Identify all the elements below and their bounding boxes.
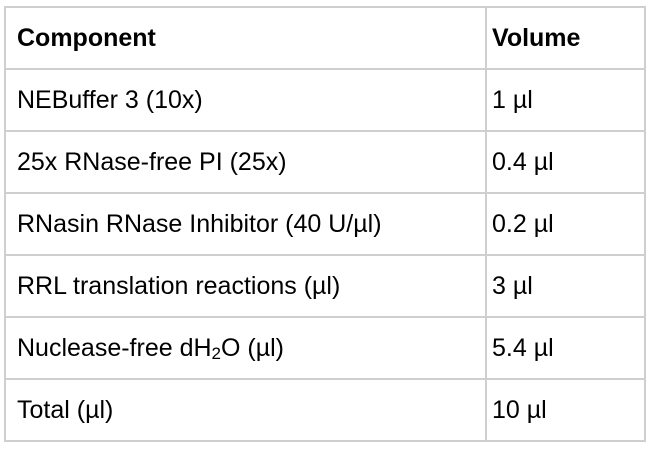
component-cell: 25x RNase-free PI (25x) [4,130,487,194]
component-cell: Nuclease-free dH2O (µl) [4,316,487,380]
subscript-digit: 2 [211,344,221,363]
component-text-after-subscript: O (µl) [221,334,285,362]
component-text-before-subscript: Nuclease-free dH [17,334,212,362]
column-header-volume: Volume [485,6,646,70]
table-row: NEBuffer 3 (10x) 1 µl [4,68,646,132]
table-row: 25x RNase-free PI (25x) 0.4 µl [4,130,646,194]
table-row: RRL translation reactions (µl) 3 µl [4,254,646,318]
volume-cell: 1 µl [485,68,646,132]
volume-cell: 5.4 µl [485,316,646,380]
column-header-component: Component [4,6,487,70]
component-cell: RNasin RNase Inhibitor (40 U/µl) [4,192,487,256]
component-cell: NEBuffer 3 (10x) [4,68,487,132]
volume-cell: 0.4 µl [485,130,646,194]
table-row: Nuclease-free dH2O (µl) 5.4 µl [4,316,646,380]
component-cell: RRL translation reactions (µl) [4,254,487,318]
table-row: RNasin RNase Inhibitor (40 U/µl) 0.2 µl [4,192,646,256]
volume-cell: 10 µl [485,378,646,442]
table-row: Total (µl) 10 µl [4,378,646,442]
reaction-components-table: Component Volume NEBuffer 3 (10x) 1 µl 2… [4,6,646,442]
table-header-row: Component Volume [4,6,646,70]
component-cell: Total (µl) [4,378,487,442]
volume-cell: 3 µl [485,254,646,318]
volume-cell: 0.2 µl [485,192,646,256]
